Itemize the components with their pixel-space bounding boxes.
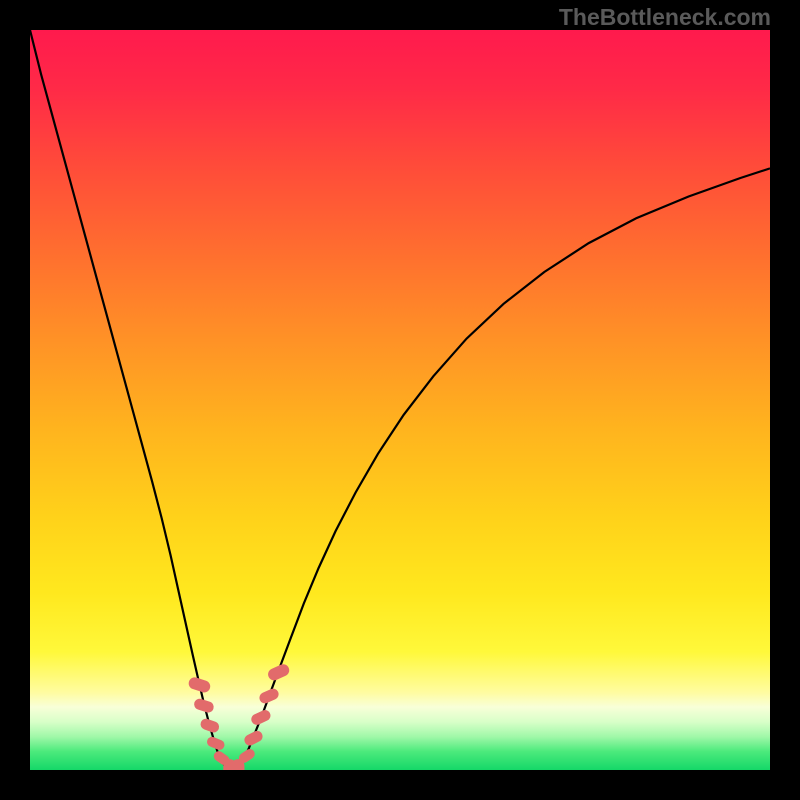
chart-stage: TheBottleneck.com bbox=[0, 0, 800, 800]
plot-area bbox=[30, 30, 770, 770]
plot-svg bbox=[30, 30, 770, 770]
gradient-background bbox=[30, 30, 770, 770]
watermark-text: TheBottleneck.com bbox=[559, 4, 771, 31]
